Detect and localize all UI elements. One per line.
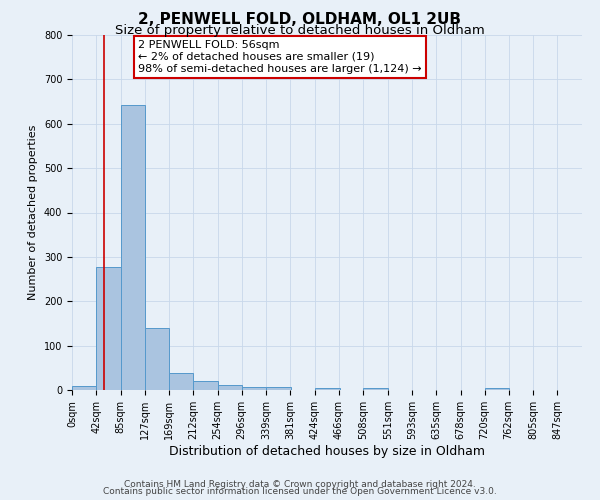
Bar [96, 267, 121, 390]
Bar [315, 388, 340, 390]
Bar [363, 388, 388, 390]
Bar [485, 388, 509, 390]
Bar [218, 384, 242, 390]
Y-axis label: Number of detached properties: Number of detached properties [28, 125, 38, 300]
Bar [266, 387, 291, 390]
Bar [242, 388, 266, 390]
Bar [193, 381, 218, 390]
Bar [121, 104, 145, 390]
Bar [145, 328, 169, 390]
Text: 2 PENWELL FOLD: 56sqm
← 2% of detached houses are smaller (19)
98% of semi-detac: 2 PENWELL FOLD: 56sqm ← 2% of detached h… [139, 40, 422, 74]
Text: 2, PENWELL FOLD, OLDHAM, OL1 2UB: 2, PENWELL FOLD, OLDHAM, OL1 2UB [139, 12, 461, 28]
Bar [169, 373, 193, 390]
Text: Contains public sector information licensed under the Open Government Licence v3: Contains public sector information licen… [103, 487, 497, 496]
Text: Size of property relative to detached houses in Oldham: Size of property relative to detached ho… [115, 24, 485, 37]
Bar [72, 386, 97, 390]
X-axis label: Distribution of detached houses by size in Oldham: Distribution of detached houses by size … [169, 444, 485, 458]
Text: Contains HM Land Registry data © Crown copyright and database right 2024.: Contains HM Land Registry data © Crown c… [124, 480, 476, 489]
